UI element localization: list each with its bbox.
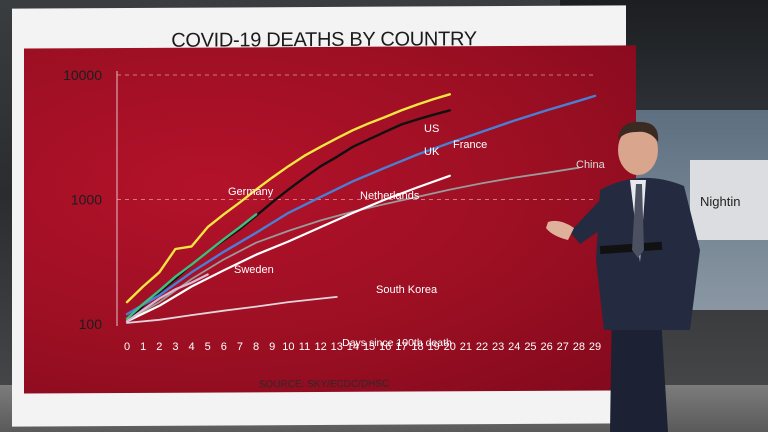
presenter-arm-left bbox=[570, 200, 612, 244]
x-tick-label-25: 25 bbox=[524, 341, 536, 353]
x-tick-label-0: 0 bbox=[124, 341, 130, 353]
x-tick-label-11: 11 bbox=[299, 341, 310, 353]
y-tick-label-10000: 10000 bbox=[63, 67, 102, 83]
presenter-tablet bbox=[599, 241, 663, 255]
x-tick-label-15: 15 bbox=[363, 341, 375, 353]
presenter-body bbox=[546, 121, 700, 432]
x-tick-label-13: 13 bbox=[331, 341, 343, 353]
presenter-head bbox=[618, 125, 658, 175]
x-tick-label-20: 20 bbox=[444, 341, 456, 353]
background-sign-text: Nightin bbox=[700, 194, 741, 209]
series-label-us: US bbox=[424, 123, 439, 135]
series-line-germany bbox=[125, 213, 258, 320]
presenter-tie bbox=[632, 184, 644, 258]
x-tick-label-16: 16 bbox=[379, 341, 391, 353]
y-tick-label-100: 100 bbox=[79, 316, 103, 332]
series-line-netherlands bbox=[125, 174, 451, 323]
series-label-sweden: Sweden bbox=[234, 264, 274, 276]
series-lines bbox=[125, 93, 597, 324]
x-tick-label-23: 23 bbox=[492, 341, 504, 353]
series-line-us bbox=[125, 93, 451, 304]
x-tick-label-10: 10 bbox=[282, 341, 294, 353]
x-tick-label-27: 27 bbox=[557, 341, 569, 353]
x-tick-label-1: 1 bbox=[140, 341, 146, 353]
x-tick-label-4: 4 bbox=[188, 341, 194, 353]
x-tick-label-8: 8 bbox=[253, 341, 259, 353]
x-tick-label-2: 2 bbox=[156, 341, 162, 353]
presenter-hand bbox=[546, 220, 574, 240]
series-label-china: China bbox=[576, 159, 606, 171]
x-tick-label-24: 24 bbox=[508, 341, 520, 353]
series-labels: US UK France China Germany Netherlands Sweden S… bbox=[228, 123, 606, 296]
series-line-uk bbox=[125, 109, 451, 324]
x-axis-title: Days since 100th death bbox=[342, 337, 452, 349]
y-tick-label-1000: 1000 bbox=[71, 192, 102, 208]
x-tick-label-18: 18 bbox=[411, 341, 423, 353]
x-tick-label-26: 26 bbox=[540, 341, 552, 353]
series-label-south-korea: South Korea bbox=[376, 284, 438, 296]
x-tick-label-12: 12 bbox=[315, 341, 327, 353]
presenter-legs bbox=[610, 300, 668, 432]
x-tick-label-22: 22 bbox=[476, 341, 488, 353]
presenter-jacket bbox=[596, 177, 700, 330]
background-sign-panel bbox=[690, 160, 768, 240]
series-label-germany: Germany bbox=[228, 186, 274, 198]
x-tick-label-6: 6 bbox=[221, 341, 227, 353]
x-tick-label-7: 7 bbox=[237, 341, 243, 353]
presenter-hair bbox=[618, 121, 659, 142]
x-tick-label-14: 14 bbox=[347, 341, 359, 353]
x-tick-label-3: 3 bbox=[172, 341, 178, 353]
x-tick-label-5: 5 bbox=[205, 341, 211, 353]
x-tick-label-9: 9 bbox=[269, 341, 275, 353]
series-label-france: France bbox=[453, 139, 487, 151]
x-tick-label-21: 21 bbox=[460, 341, 472, 353]
series-line-china bbox=[126, 166, 580, 322]
series-line-south-korea bbox=[126, 296, 338, 324]
series-label-uk: UK bbox=[424, 146, 440, 158]
x-tick-label-19: 19 bbox=[427, 341, 439, 353]
series-line-sweden bbox=[125, 273, 209, 323]
series-line-france bbox=[125, 94, 597, 316]
x-tick-label-17: 17 bbox=[395, 341, 407, 353]
x-tick-label-29: 29 bbox=[589, 341, 601, 353]
x-tick-label-28: 28 bbox=[573, 341, 585, 353]
series-label-netherlands: Netherlands bbox=[360, 190, 420, 202]
